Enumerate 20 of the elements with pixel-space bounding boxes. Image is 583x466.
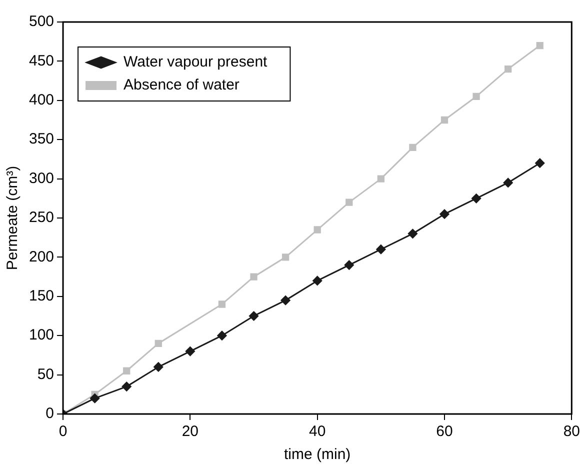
y-tick-label: 400 [28, 92, 54, 109]
y-axis-title: Permeate (cm³) [4, 166, 22, 270]
legend-label: Absence of water [124, 76, 240, 94]
y-tick-label: 350 [28, 130, 54, 148]
y-tick-label: 450 [28, 52, 54, 70]
x-tick-label: 20 [182, 423, 199, 440]
y-tick-label: 0 [46, 405, 54, 422]
y-tick-label: 150 [28, 288, 54, 305]
x-tick-label: 60 [436, 423, 453, 440]
legend-label: Water vapour present [124, 54, 268, 71]
y-tick-label: 200 [28, 248, 54, 266]
x-axis-title: time (min) [284, 446, 351, 464]
x-tick-label: 0 [58, 423, 68, 440]
y-tick-label: 50 [37, 366, 54, 383]
x-tick-label: 80 [563, 423, 580, 440]
y-tick-label: 500 [28, 13, 54, 30]
x-tick-label: 40 [309, 423, 326, 440]
y-tick-label: 300 [28, 170, 54, 187]
y-tick-label: 100 [28, 326, 54, 344]
y-tick-label: 250 [28, 209, 54, 226]
